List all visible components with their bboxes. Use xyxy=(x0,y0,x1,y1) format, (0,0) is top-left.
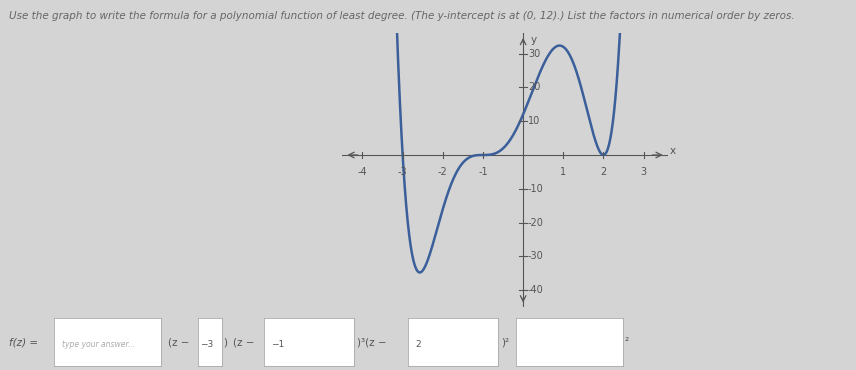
Text: -20: -20 xyxy=(528,218,544,228)
Text: f(z) =: f(z) = xyxy=(9,337,38,347)
Text: )²: )² xyxy=(502,337,509,347)
Text: -40: -40 xyxy=(528,285,544,295)
Text: 2: 2 xyxy=(600,167,607,177)
Text: y: y xyxy=(531,35,537,45)
Text: type your answer...: type your answer... xyxy=(62,340,135,349)
Text: ²: ² xyxy=(625,337,629,347)
Text: (z −: (z − xyxy=(233,337,254,347)
Text: 30: 30 xyxy=(528,48,540,58)
Text: 20: 20 xyxy=(528,83,540,92)
Text: -4: -4 xyxy=(358,167,367,177)
Text: ): ) xyxy=(223,337,228,347)
Text: -2: -2 xyxy=(438,167,448,177)
Text: x: x xyxy=(669,146,676,156)
Text: 1: 1 xyxy=(560,167,567,177)
Text: -3: -3 xyxy=(398,167,407,177)
Text: -30: -30 xyxy=(528,251,544,261)
Text: −3: −3 xyxy=(199,340,213,349)
Text: -10: -10 xyxy=(528,184,544,194)
Text: -1: -1 xyxy=(479,167,488,177)
Text: (z −: (z − xyxy=(168,337,189,347)
Text: −1: −1 xyxy=(270,340,284,349)
Text: 2: 2 xyxy=(415,340,421,349)
Text: 10: 10 xyxy=(528,116,540,126)
Text: 3: 3 xyxy=(640,167,646,177)
Text: Use the graph to write the formula for a polynomial function of least degree. (T: Use the graph to write the formula for a… xyxy=(9,11,794,21)
Text: )³(z −: )³(z − xyxy=(357,337,387,347)
